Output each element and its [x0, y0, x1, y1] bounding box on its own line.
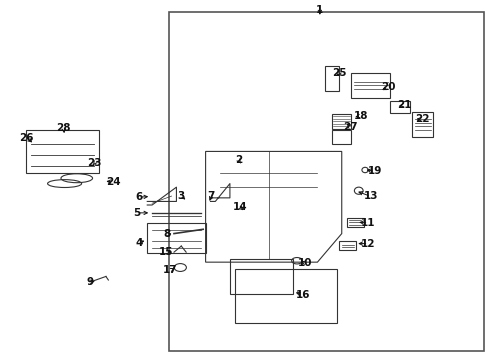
Text: 18: 18 [353, 111, 367, 121]
Text: 7: 7 [207, 191, 215, 201]
Text: 2: 2 [235, 156, 242, 165]
Text: 21: 21 [396, 100, 410, 110]
Text: 8: 8 [163, 229, 170, 239]
Text: 10: 10 [297, 258, 312, 268]
Text: 24: 24 [106, 177, 120, 187]
Text: 6: 6 [136, 192, 143, 202]
Text: 22: 22 [414, 114, 428, 124]
Text: 25: 25 [331, 68, 346, 78]
Text: 15: 15 [158, 247, 173, 257]
Text: 28: 28 [56, 123, 71, 133]
Text: 5: 5 [133, 208, 140, 218]
Text: 13: 13 [363, 192, 377, 202]
Text: 16: 16 [295, 290, 309, 300]
Text: 9: 9 [86, 277, 93, 287]
Text: 19: 19 [367, 166, 381, 176]
Text: 23: 23 [87, 158, 102, 168]
Text: 20: 20 [380, 82, 394, 92]
Text: 27: 27 [343, 122, 357, 132]
Text: 3: 3 [177, 191, 184, 201]
Text: 1: 1 [316, 5, 323, 15]
Text: 17: 17 [163, 265, 178, 275]
Text: 12: 12 [361, 239, 375, 249]
Text: 11: 11 [361, 218, 375, 228]
Text: 14: 14 [232, 202, 246, 212]
Text: 26: 26 [20, 133, 34, 143]
Text: 4: 4 [135, 238, 142, 248]
